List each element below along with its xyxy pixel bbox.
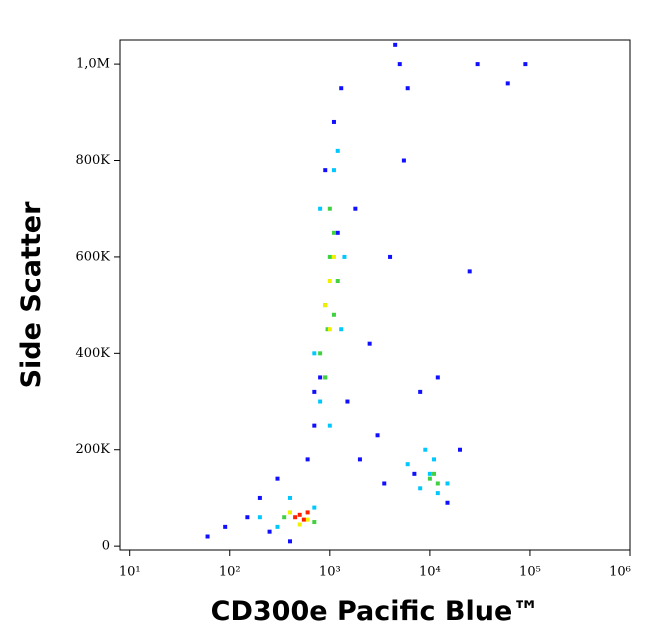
point	[367, 341, 372, 346]
point	[327, 254, 332, 259]
point	[427, 476, 432, 481]
point	[339, 327, 344, 332]
point	[467, 269, 472, 274]
x-tick-label: 10⁴	[419, 565, 441, 580]
point	[335, 279, 340, 284]
point	[432, 457, 437, 462]
point	[288, 539, 292, 544]
point	[297, 512, 302, 517]
point	[312, 351, 317, 356]
point	[288, 510, 292, 515]
point	[432, 471, 437, 476]
y-tick-label: 200K	[75, 442, 110, 457]
plot-frame	[119, 39, 631, 551]
y-tick-label: 0	[102, 539, 110, 554]
point	[412, 471, 417, 476]
point	[375, 433, 380, 438]
x-tick-label: 10⁵	[519, 565, 541, 580]
point	[323, 375, 328, 380]
point	[305, 510, 310, 515]
point	[345, 399, 350, 404]
point	[288, 495, 292, 500]
point	[423, 447, 428, 452]
point	[445, 481, 450, 486]
point	[282, 515, 287, 520]
point	[335, 148, 340, 153]
point	[435, 491, 440, 496]
point	[323, 303, 328, 308]
point	[318, 351, 323, 356]
point	[335, 230, 340, 235]
point	[257, 515, 262, 520]
x-tick-label: 10⁶	[609, 565, 631, 580]
point	[458, 447, 462, 452]
y-axis-title: Side Scatter	[16, 201, 47, 389]
point	[325, 327, 330, 332]
point	[318, 206, 323, 211]
point	[323, 168, 328, 173]
point	[435, 375, 440, 380]
y-tick-label: 400K	[75, 346, 110, 361]
x-tick-label: 10²	[219, 565, 241, 580]
point	[293, 515, 298, 520]
point	[331, 168, 336, 173]
y-tick-label: 600K	[75, 249, 110, 264]
point	[505, 81, 510, 86]
point	[305, 517, 310, 522]
point	[339, 86, 344, 91]
point	[405, 462, 410, 467]
point	[401, 158, 406, 163]
point	[301, 517, 306, 522]
x-axis-title: CD300e Pacific Blue™	[211, 596, 540, 627]
point	[327, 423, 332, 428]
point	[327, 327, 332, 332]
x-tick-label: 10³	[319, 565, 341, 580]
point	[357, 457, 362, 462]
point	[327, 206, 332, 211]
point	[445, 500, 450, 505]
point	[331, 312, 336, 317]
point	[418, 486, 423, 491]
point	[382, 481, 387, 486]
point	[275, 476, 280, 481]
y-tick-label: 800K	[75, 153, 110, 168]
point	[312, 389, 317, 394]
point	[275, 524, 280, 529]
point	[388, 254, 393, 259]
point	[327, 279, 332, 284]
point	[267, 529, 272, 534]
point	[223, 524, 228, 529]
point	[331, 119, 336, 124]
point	[342, 254, 347, 259]
point	[405, 86, 410, 91]
y-tick-label: 1,0M	[76, 57, 110, 72]
point	[331, 230, 336, 235]
point	[427, 471, 432, 476]
point	[418, 389, 423, 394]
point	[318, 399, 323, 404]
point	[312, 505, 317, 510]
point	[523, 62, 528, 67]
point	[205, 534, 210, 539]
point	[297, 522, 302, 527]
point	[305, 457, 310, 462]
point	[257, 495, 262, 500]
point	[312, 520, 317, 525]
point	[245, 515, 250, 520]
point	[312, 423, 317, 428]
point	[318, 375, 323, 380]
point	[331, 254, 336, 259]
point	[475, 62, 480, 67]
x-tick-label: 10¹	[119, 565, 141, 580]
point	[353, 206, 358, 211]
point	[435, 481, 440, 486]
point	[397, 62, 402, 67]
point	[393, 42, 398, 47]
